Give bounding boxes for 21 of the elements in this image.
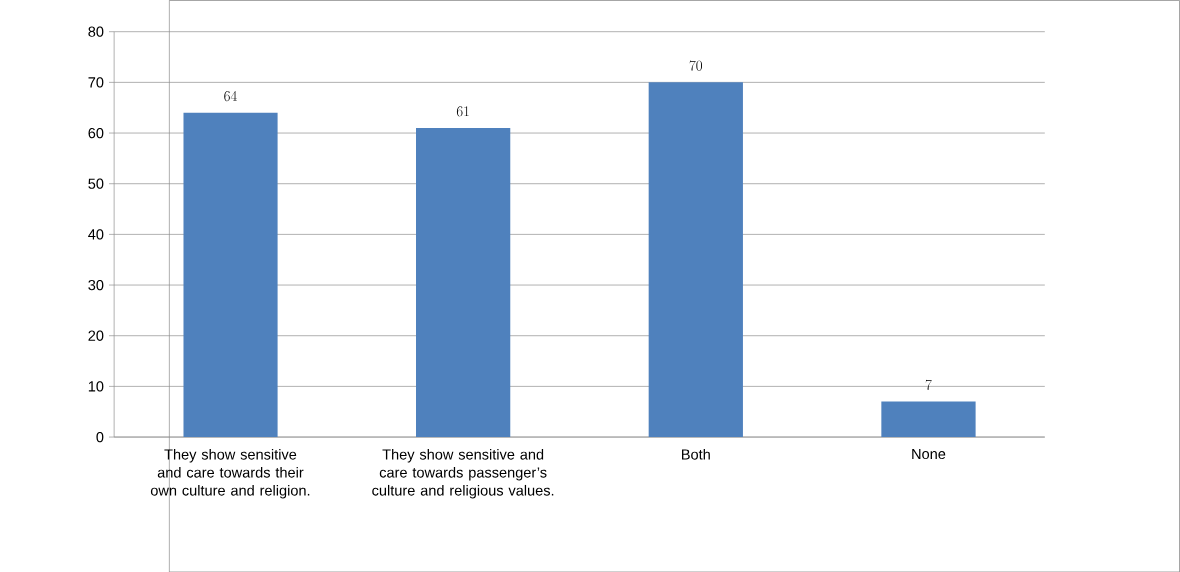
data-label: 7 bbox=[925, 379, 932, 390]
data-label: 70 bbox=[689, 60, 703, 71]
y-tick-label: 50 bbox=[88, 178, 104, 189]
y-tick-label: 70 bbox=[88, 76, 104, 88]
x-tick-label: They show sensitive and care towards passenger’s culture and religious values. bbox=[372, 448, 554, 499]
y-tick-label: 0 bbox=[96, 431, 104, 442]
x-tick-label: None bbox=[912, 448, 946, 459]
y-tick-label: 30 bbox=[88, 279, 104, 290]
y-tick-label: 40 bbox=[88, 229, 104, 240]
x-tick-label: They show sensitive and care towards their own culture and religion. bbox=[150, 448, 310, 499]
bar bbox=[881, 401, 976, 437]
bar bbox=[648, 82, 743, 437]
data-label: 61 bbox=[456, 106, 469, 117]
y-tick-label: 10 bbox=[88, 381, 104, 392]
bar bbox=[183, 112, 278, 437]
y-tick-label: 60 bbox=[88, 127, 104, 138]
y-tick-label: 80 bbox=[88, 26, 104, 37]
bar bbox=[416, 127, 511, 437]
x-tick-label: Both bbox=[682, 448, 710, 460]
data-label: 64 bbox=[224, 90, 237, 101]
y-tick-label: 20 bbox=[88, 330, 104, 341]
